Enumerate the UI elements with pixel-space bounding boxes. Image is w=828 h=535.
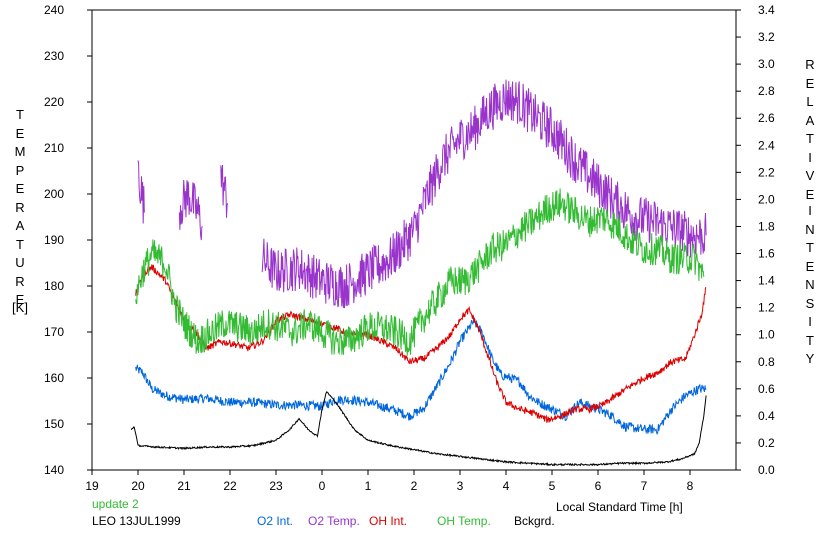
x-tick-label: 0	[319, 479, 326, 493]
series-line-o2-int	[135, 315, 707, 435]
x-axis: 19 20 21 22 23 0 1 2 3 4 5 6 7 8	[85, 470, 694, 493]
left-tick-label: 160	[44, 371, 64, 385]
right-tick-label: 1.8	[758, 219, 775, 233]
left-axis-unit: [K]	[12, 300, 28, 315]
x-axis-label: Local Standard Time [h]	[556, 500, 683, 514]
x-tick-label: 3	[457, 479, 464, 493]
station-date: LEO 13JUL1999	[92, 514, 181, 528]
x-tick-label: 20	[131, 479, 145, 493]
x-tick-label: 6	[595, 479, 602, 493]
right-tick-label: 2.6	[758, 111, 775, 125]
legend-item: Bckgrd.	[514, 514, 555, 528]
x-tick-label: 4	[503, 479, 510, 493]
right-tick-label: 1.4	[758, 274, 775, 288]
x-tick-label: 22	[223, 479, 237, 493]
left-axis: 240 230 220 210 200 190 180 170 160 150 140	[44, 3, 92, 477]
x-tick-label: 21	[177, 479, 191, 493]
right-tick-label: 0.0	[758, 463, 775, 477]
left-tick-label: 180	[44, 279, 64, 293]
series-line-o2-temp	[137, 160, 146, 224]
x-tick-label: 2	[411, 479, 418, 493]
series-line-o2-temp	[261, 79, 707, 309]
right-tick-label: 3.2	[758, 30, 775, 44]
right-tick-label: 0.8	[758, 355, 775, 369]
right-tick-label: 3.4	[758, 3, 775, 17]
right-tick-label: 0.6	[758, 382, 775, 396]
series-group	[130, 79, 707, 467]
right-tick-label: 3.0	[758, 57, 775, 71]
series-line-o2-temp	[178, 179, 203, 241]
series-line-bckgrd	[130, 391, 707, 467]
series-line-oh-temp	[135, 188, 705, 356]
x-tick-label: 19	[85, 479, 99, 493]
left-tick-label: 200	[44, 187, 64, 201]
left-tick-label: 230	[44, 49, 64, 63]
x-tick-label: 8	[687, 479, 694, 493]
right-tick-label: 2.0	[758, 192, 775, 206]
left-tick-label: 150	[44, 417, 64, 431]
right-tick-label: 1.0	[758, 328, 775, 342]
legend-item: O2 Int.	[257, 514, 294, 528]
x-tick-label: 23	[269, 479, 283, 493]
series-line-o2-temp	[220, 164, 229, 218]
x-tick-label: 5	[549, 479, 556, 493]
right-tick-label: 2.8	[758, 84, 775, 98]
right-axis: 3.4 3.2 3.0 2.8 2.6 2.4 2.2 2.0 1.8 1.6 1.4 1.2 1.0 0…	[736, 3, 775, 477]
x-tick-label: 1	[365, 479, 372, 493]
left-tick-label: 190	[44, 233, 64, 247]
series-line-oh-int	[135, 264, 707, 423]
left-tick-label: 140	[44, 463, 64, 477]
update-status: update 2	[92, 497, 139, 511]
left-tick-label: 220	[44, 95, 64, 109]
right-tick-label: 0.4	[758, 409, 775, 423]
right-tick-label: 1.2	[758, 301, 775, 315]
x-tick-label: 7	[641, 479, 648, 493]
right-tick-label: 2.2	[758, 165, 775, 179]
left-tick-label: 210	[44, 141, 64, 155]
right-tick-label: 0.2	[758, 436, 775, 450]
legend-item: O2 Temp.	[308, 514, 360, 528]
legend-item: OH Temp.	[437, 514, 491, 528]
right-tick-label: 2.4	[758, 138, 775, 152]
left-tick-label: 240	[44, 3, 64, 17]
legend-item: OH Int.	[369, 514, 408, 528]
right-tick-label: 1.6	[758, 247, 775, 261]
left-tick-label: 170	[44, 325, 64, 339]
